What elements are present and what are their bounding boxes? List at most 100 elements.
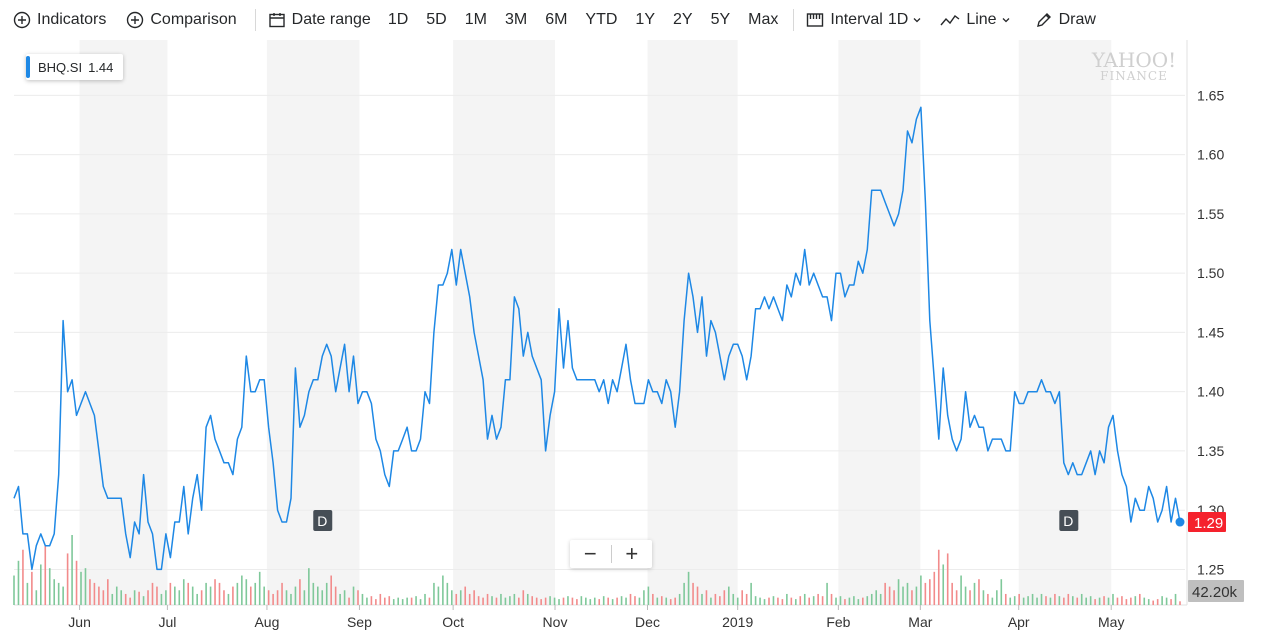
x-tick-label: 2019: [722, 614, 753, 630]
volume-bar: [732, 593, 735, 605]
range-button-1y[interactable]: 1Y: [635, 11, 655, 28]
volume-bar: [629, 593, 632, 605]
volume-bar: [102, 590, 105, 605]
range-button-3m[interactable]: 3M: [504, 11, 528, 28]
line-type-dropdown[interactable]: Line: [940, 11, 1010, 29]
chevron-down-icon: [912, 15, 922, 25]
volume-bar: [294, 586, 297, 605]
y-tick-label: 1.45: [1197, 324, 1224, 340]
ticker-legend[interactable]: BHQ.SI 1.44: [26, 54, 124, 80]
volume-bar: [160, 593, 163, 605]
pencil-icon: [1035, 11, 1053, 29]
volume-bar: [486, 593, 489, 605]
volume-bar: [736, 597, 739, 605]
volume-bar: [879, 593, 882, 605]
volume-bar: [468, 593, 471, 605]
range-button-6m[interactable]: 6M: [545, 11, 568, 28]
comparison-button[interactable]: Comparison: [126, 11, 237, 29]
volume-bar: [589, 599, 592, 605]
volume-bar: [660, 596, 663, 605]
volume-bar: [406, 597, 408, 605]
range-button-5d[interactable]: 5D: [426, 11, 447, 28]
volume-bar: [674, 597, 676, 605]
volume-bar: [232, 586, 234, 605]
range-button-max[interactable]: Max: [748, 11, 779, 28]
y-tick-label: 1.50: [1197, 265, 1224, 281]
volume-bar: [147, 590, 149, 605]
volume-bar: [446, 582, 449, 605]
volume-bar: [214, 579, 216, 605]
volume-bar: [111, 593, 114, 605]
volume-bar: [790, 597, 793, 605]
volume-bar: [482, 597, 484, 605]
x-tick-label: May: [1098, 614, 1124, 630]
volume-bar: [759, 597, 761, 605]
volume-bar: [348, 597, 350, 605]
watermark-line2: FINANCE: [1100, 69, 1168, 83]
volume-bar: [1004, 593, 1007, 605]
range-button-2y[interactable]: 2Y: [673, 11, 693, 28]
volume-bar: [254, 582, 257, 605]
volume-bar: [1089, 596, 1092, 605]
volume-bar: [241, 575, 243, 605]
volume-bar: [929, 579, 931, 605]
volume-bar: [1165, 597, 1168, 605]
volume-bar: [611, 599, 614, 605]
volume-bar: [1138, 593, 1141, 605]
volume-bar: [812, 596, 815, 605]
volume-bar: [62, 586, 64, 605]
volume-bar: [982, 590, 985, 605]
volume-bar: [580, 596, 583, 605]
volume-bar: [933, 571, 936, 605]
volume-bar: [383, 597, 386, 605]
month-band: [647, 40, 738, 605]
range-button-1d[interactable]: 1D: [387, 11, 409, 28]
volume-bar: [93, 582, 96, 605]
volume-bar: [129, 597, 131, 605]
volume-bar: [397, 597, 399, 605]
volume-bar: [71, 535, 73, 605]
volume-bar: [768, 597, 770, 605]
volume-bar: [862, 597, 864, 605]
volume-bar: [754, 596, 757, 605]
volume-bar: [120, 590, 123, 605]
volume-bar: [1022, 597, 1025, 605]
volume-bar: [960, 575, 962, 605]
volume-bar: [683, 582, 685, 605]
range-button-1m[interactable]: 1M: [464, 11, 487, 28]
volume-bar: [593, 597, 596, 605]
interval-dropdown[interactable]: Interval 1D: [806, 11, 922, 29]
volume-bar: [66, 553, 69, 605]
volume-bar: [80, 571, 82, 605]
volume-bar: [665, 597, 668, 605]
volume-bar: [1076, 597, 1079, 605]
chart-area[interactable]: 1.25 1.30 1.35 1.40 1.45 1.50 1.55 1.60 1.65 1.29…: [0, 40, 1269, 636]
draw-button[interactable]: Draw: [1035, 11, 1096, 29]
volume-bar: [540, 599, 542, 605]
volume-bar: [361, 593, 364, 605]
x-tick-label: Apr: [1008, 614, 1030, 630]
zoom-out-button[interactable]: −: [583, 541, 597, 566]
ruler-icon: [806, 11, 824, 29]
zoom-in-button[interactable]: +: [625, 541, 639, 566]
volume-bar: [991, 597, 994, 605]
y-tick-label: 1.65: [1197, 87, 1224, 103]
volume-bar: [178, 590, 181, 605]
dividend-marker-label: D: [1063, 513, 1073, 529]
volume-bar: [870, 593, 873, 605]
volume-bar: [424, 593, 426, 605]
volume-bar: [209, 586, 212, 605]
chevron-down-icon: [1001, 15, 1011, 25]
line-type-label: Line: [966, 11, 997, 28]
range-button-5y[interactable]: 5Y: [710, 11, 731, 28]
volume-bar: [692, 582, 694, 605]
indicators-label: Indicators: [37, 11, 107, 28]
volume-bar: [585, 597, 587, 605]
range-button-ytd[interactable]: YTD: [585, 11, 618, 28]
indicators-button[interactable]: Indicators: [13, 11, 106, 29]
volume-bar: [875, 590, 878, 605]
volume-bar: [272, 593, 274, 605]
volume-bar: [84, 568, 87, 605]
volume-bar: [518, 597, 520, 605]
date-range-button[interactable]: Date range: [268, 11, 371, 29]
